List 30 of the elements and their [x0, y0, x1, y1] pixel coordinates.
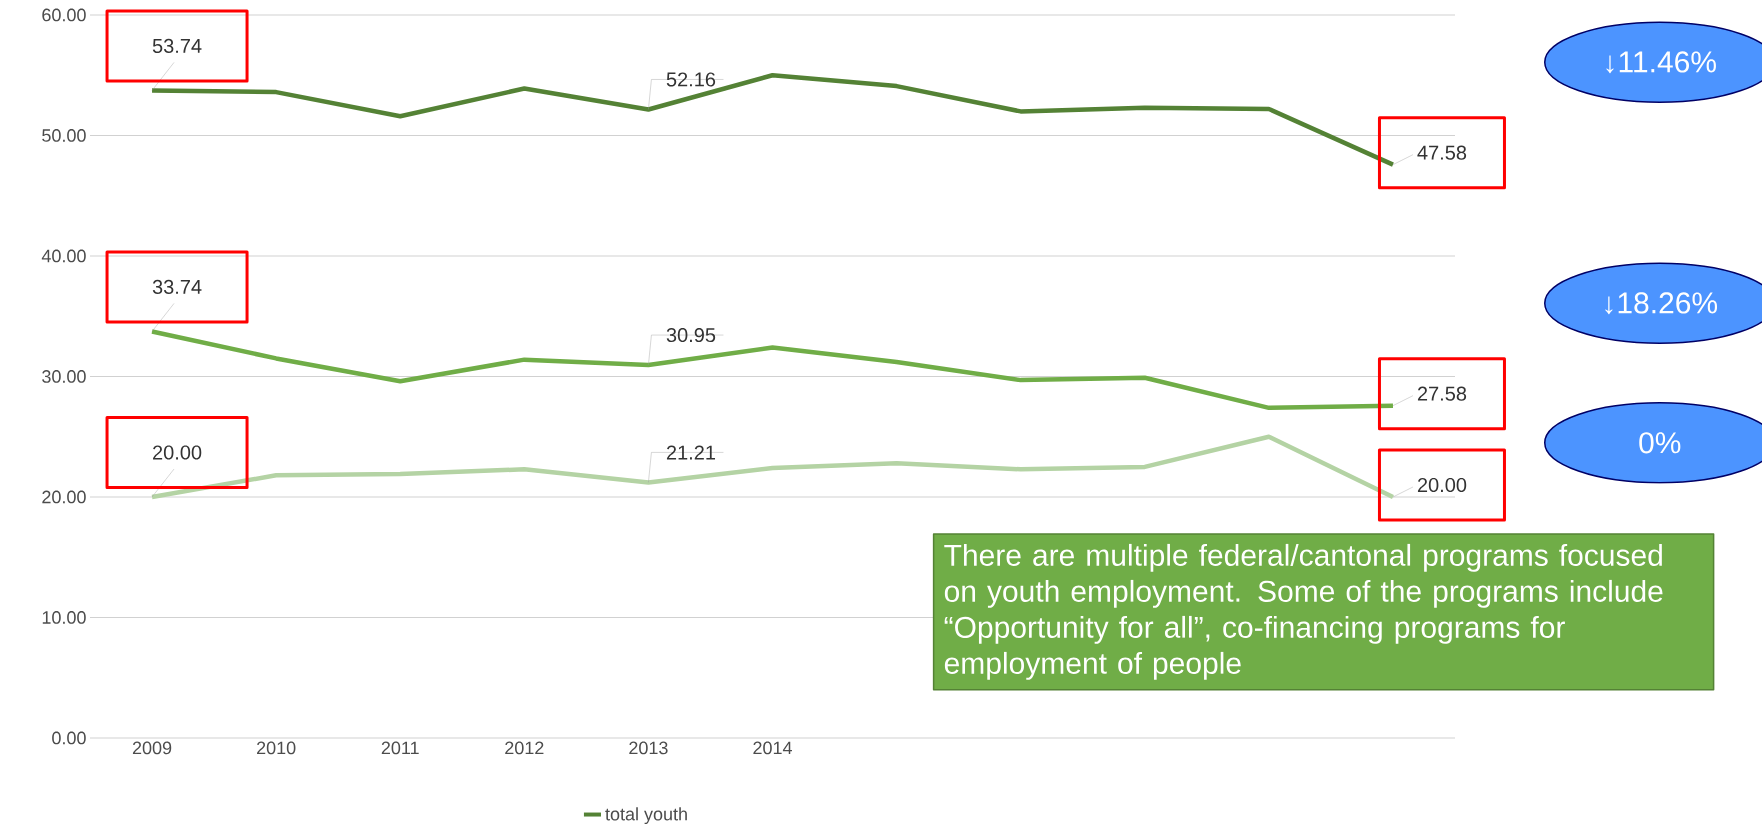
- y-tick-label: 60.00: [42, 8, 86, 22]
- x-tick-label: 2014: [753, 741, 792, 755]
- y-tick-label: 20.00: [42, 490, 86, 504]
- data-label: 20.00: [1417, 477, 1467, 493]
- legend-label: total youth: [605, 807, 687, 825]
- data-label: 53.74: [152, 38, 202, 54]
- text: 0%: [1639, 432, 1681, 454]
- line-series: [149, 329, 1396, 411]
- y-tick-label: 0.00: [52, 731, 86, 745]
- x-tick-label: 2011: [381, 741, 419, 755]
- annotation: There are multiple federal/cantonal programs focused on youth employment. Some of the programs include “Opportunity for all”, co-financing programs for employment of people: [944, 543, 1663, 680]
- x-tick-label: 2013: [629, 741, 668, 755]
- data-label: 27.58: [1417, 386, 1467, 401]
- data-label: 33.74: [152, 279, 202, 295]
- line-series: [149, 73, 1396, 167]
- line-series: [149, 434, 1396, 500]
- data-label: 52.16: [666, 72, 716, 87]
- x-tick-label: 2009: [132, 741, 172, 755]
- data-label: 21.21: [666, 445, 716, 460]
- data-label: 47.58: [1417, 145, 1467, 160]
- data-label: 20.00: [153, 445, 202, 460]
- y-tick-label: 30.00: [42, 370, 86, 383]
- text: ↓18.26%: [1605, 292, 1718, 315]
- data-label: 30.95: [666, 327, 716, 343]
- y-tick-label: 50.00: [42, 129, 86, 142]
- x-tick-label: 2012: [505, 741, 544, 755]
- y-tick-label: 40.00: [41, 249, 86, 263]
- text: ↓11.46%: [1606, 51, 1716, 74]
- y-tick-label: 10.00: [42, 611, 86, 624]
- x-tick-label: 2010: [257, 741, 296, 755]
